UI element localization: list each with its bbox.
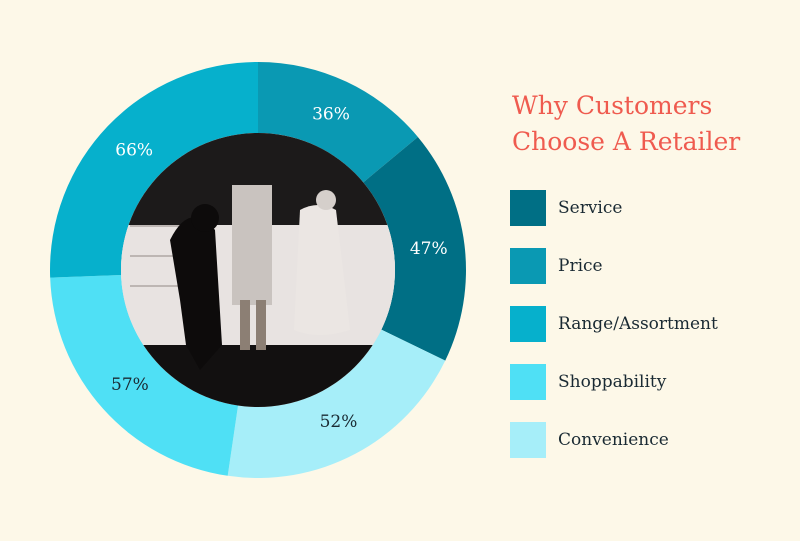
chart-title: Why Customers Choose A Retailer bbox=[512, 88, 792, 160]
value-label-shoppability: 57% bbox=[111, 375, 149, 395]
legend: Service Price Range/Assortment Shoppabil… bbox=[510, 190, 718, 480]
value-label-service: 47% bbox=[410, 239, 448, 259]
legend-item-price: Price bbox=[510, 248, 718, 284]
slice-range-assortment bbox=[50, 62, 258, 278]
title-line-2: Choose A Retailer bbox=[512, 127, 741, 156]
value-labels: 36% 47% 52% 57% 66% bbox=[111, 104, 448, 432]
value-label-price: 36% bbox=[312, 104, 350, 124]
legend-swatch-shoppability bbox=[510, 364, 546, 400]
legend-label-convenience: Convenience bbox=[558, 430, 669, 450]
legend-swatch-convenience bbox=[510, 422, 546, 458]
donut-chart: 36% 47% 52% 57% 66% bbox=[50, 62, 467, 478]
slice-convenience bbox=[227, 329, 446, 478]
slice-price bbox=[258, 62, 418, 183]
legend-swatch-range-assortment bbox=[510, 306, 546, 342]
legend-item-convenience: Convenience bbox=[510, 422, 718, 458]
legend-item-range-assortment: Range/Assortment bbox=[510, 306, 718, 342]
legend-item-service: Service bbox=[510, 190, 718, 226]
legend-label-range-assortment: Range/Assortment bbox=[558, 314, 718, 334]
legend-label-service: Service bbox=[558, 198, 623, 218]
slice-shoppability bbox=[50, 275, 239, 476]
legend-label-shoppability: Shoppability bbox=[558, 372, 667, 392]
legend-item-shoppability: Shoppability bbox=[510, 364, 718, 400]
storefront-photo bbox=[121, 133, 395, 407]
value-label-range-assortment: 66% bbox=[115, 141, 153, 161]
legend-swatch-service bbox=[510, 190, 546, 226]
legend-swatch-price bbox=[510, 248, 546, 284]
value-label-convenience: 52% bbox=[320, 412, 358, 432]
donut-slices bbox=[50, 62, 467, 478]
title-line-1: Why Customers bbox=[512, 91, 713, 120]
legend-label-price: Price bbox=[558, 256, 603, 276]
slice-service bbox=[363, 136, 467, 361]
